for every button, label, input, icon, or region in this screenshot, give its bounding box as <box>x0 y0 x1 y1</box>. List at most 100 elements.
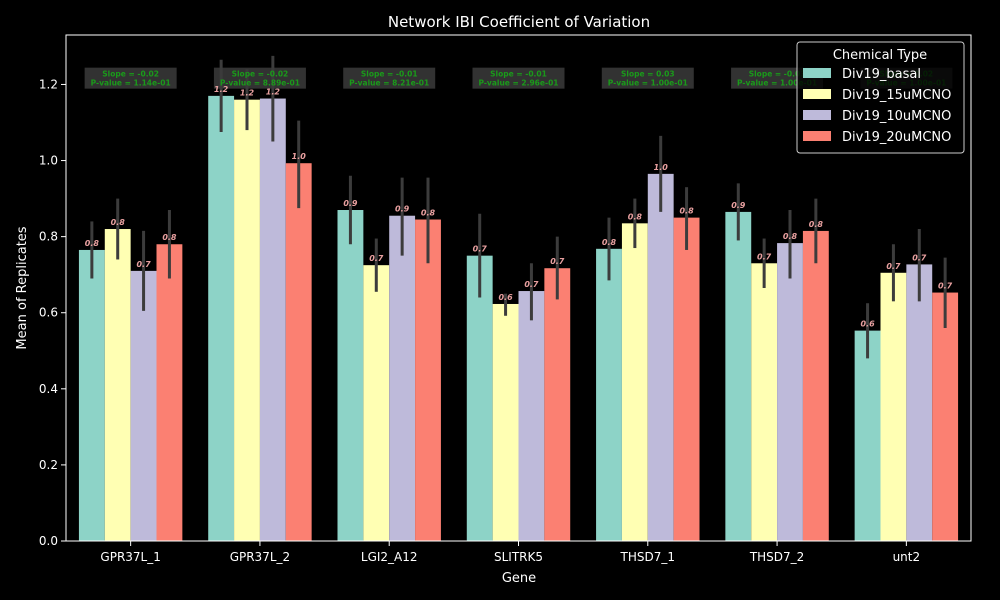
legend-entry: Div19_20uMCNO <box>842 130 951 145</box>
bar <box>725 211 752 541</box>
legend-entry: Div19_10uMCNO <box>842 109 951 124</box>
bar <box>337 210 364 542</box>
y-tick-label: 0.8 <box>39 230 58 244</box>
annotation-pvalue: P-value = 8.89e-01 <box>220 79 300 88</box>
bar-value-label: 0.7 <box>886 262 901 271</box>
annotation-box <box>343 67 436 89</box>
legend-swatch <box>803 89 831 99</box>
x-tick-label: SLITRK5 <box>494 550 543 564</box>
bar-value-label: 0.7 <box>550 257 565 266</box>
annotation-pvalue: P-value = 1.14e-01 <box>91 79 171 88</box>
annotation-box <box>213 67 306 89</box>
bar <box>906 264 933 541</box>
bar <box>466 255 493 541</box>
x-tick-label: THSD7_2 <box>749 550 804 564</box>
bar <box>234 99 260 541</box>
legend-swatch <box>803 110 831 120</box>
bar-value-label: 0.9 <box>731 201 746 210</box>
bar <box>363 265 390 541</box>
bar <box>78 249 105 541</box>
annotation-slope: Slope = 0.03 <box>621 70 675 79</box>
bar <box>518 291 545 541</box>
bar-value-label: 0.6 <box>498 293 513 302</box>
x-tick-label: THSD7_1 <box>620 550 675 564</box>
y-tick-label: 0.2 <box>39 458 58 472</box>
bar <box>285 163 312 541</box>
annotation-pvalue: P-value = 1.00e-01 <box>608 79 688 88</box>
axes-layer: 0.0 0.2 0.4 0.6 0.8 1.0 1.2 GPR37L_1 GPR37L_2 LGI… <box>39 34 972 564</box>
bar-value-label: 0.8 <box>602 238 617 247</box>
bar-value-label: 0.9 <box>395 205 410 214</box>
annotation-box <box>472 67 565 89</box>
x-axis-label: Gene <box>502 571 536 586</box>
x-tick-label: GPR37L_2 <box>230 550 290 564</box>
bar <box>673 217 700 541</box>
legend-title: Chemical Type <box>833 48 927 63</box>
bar <box>777 243 803 542</box>
bar <box>544 268 571 541</box>
y-tick-label: 1.2 <box>39 77 58 91</box>
annotation-slope: Slope = -0.03 <box>749 70 806 79</box>
bar-value-label: 0.8 <box>809 220 824 229</box>
bar <box>156 244 183 542</box>
bar-value-label: 0.7 <box>524 280 539 289</box>
bar-value-label: 0.8 <box>162 233 177 242</box>
bar-value-label: 0.7 <box>473 245 488 254</box>
bar <box>389 215 416 541</box>
bar <box>647 173 674 541</box>
y-tick-label: 1.0 <box>39 154 58 168</box>
bar-value-label: 1.2 <box>266 88 281 97</box>
legend-swatch <box>803 68 831 78</box>
bar-value-label: 0.8 <box>679 207 694 216</box>
x-tick-label: GPR37L_1 <box>100 550 160 564</box>
legend-box <box>796 41 965 154</box>
bar-value-label: 0.8 <box>783 232 798 241</box>
bar <box>596 248 622 541</box>
bar <box>492 303 519 541</box>
annotation-box <box>601 67 694 89</box>
bar <box>802 230 829 542</box>
annotation-slope: Slope = -0.02 <box>102 70 159 79</box>
annotation-box <box>84 67 177 89</box>
bar-value-label: 0.8 <box>421 209 436 218</box>
y-tick-label: 0.4 <box>39 382 58 396</box>
bar-value-label: 1.0 <box>654 163 669 172</box>
bar <box>208 95 235 541</box>
legend: Chemical Type Div19_basalDiv19_15uMCNODi… <box>796 41 965 154</box>
x-tick-label: LGI2_A12 <box>361 550 418 564</box>
annotation-slope: Slope = -0.01 <box>361 70 418 79</box>
bar-value-label: 0.7 <box>757 252 772 261</box>
bar <box>104 229 131 541</box>
bar-value-label: 1.2 <box>214 85 229 94</box>
bar <box>415 219 441 541</box>
bar-value-label: 0.6 <box>860 320 875 329</box>
bars-layer <box>78 55 959 542</box>
bar-value-label: 0.8 <box>628 212 643 221</box>
legend-entry: Div19_15uMCNO <box>842 88 951 103</box>
annotation-pvalue: P-value = 2.96e-01 <box>478 79 558 88</box>
legend-items: Div19_basal Div19_15uMCNO Div19_10uMCNO Div… <box>803 67 951 145</box>
bar <box>259 98 286 541</box>
legend-swatch <box>803 131 831 141</box>
bar-value-label: 0.8 <box>111 218 126 227</box>
annotation-pvalue: P-value = 1.00e-01 <box>737 79 817 88</box>
bar-value-label: 0.9 <box>343 199 358 208</box>
legend-entry: Div19_basal <box>842 67 921 82</box>
bar-value-label: 1.0 <box>292 152 307 161</box>
annotation-slope: Slope = -0.02 <box>232 70 289 79</box>
x-tick-label: unt2 <box>893 550 921 564</box>
annotation-pvalue: P-value = 8.21e-01 <box>349 79 429 88</box>
bar-labels-layer: 0.8 0.8 0.7 0.8 1.2 1.2 1.2 1.0 0.9 0.7 0.9 0.8 0.7 0… <box>85 85 953 329</box>
bar <box>880 272 907 541</box>
y-axis-label: Mean of Replicates <box>15 226 30 349</box>
bar-value-label: 0.7 <box>136 260 151 269</box>
bar <box>932 292 959 541</box>
y-tick-label: 0.0 <box>39 534 58 548</box>
bar <box>621 223 648 541</box>
bar-value-label: 0.7 <box>938 282 953 291</box>
bar-value-label: 0.8 <box>85 239 100 248</box>
bar <box>854 330 881 541</box>
bar <box>751 263 778 541</box>
bar <box>130 270 157 541</box>
